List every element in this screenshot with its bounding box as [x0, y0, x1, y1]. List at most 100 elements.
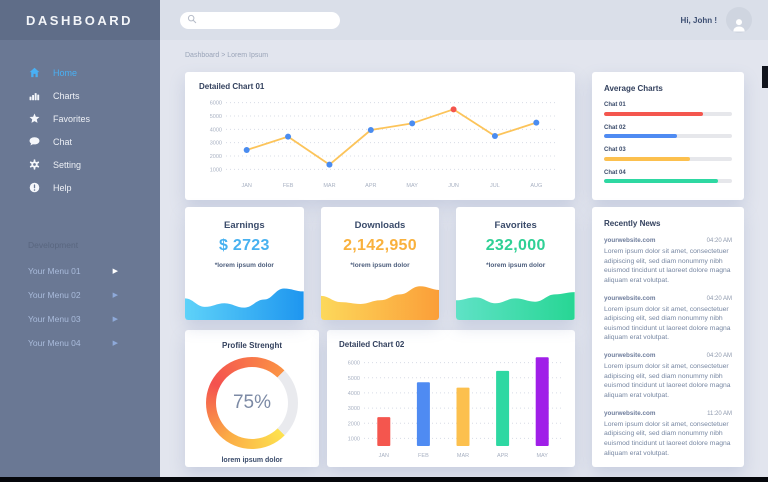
- stat-card-favorites: Favorites 232,000 *lorem ipsum dolor: [456, 207, 576, 320]
- sidebar-item-home[interactable]: Home: [0, 61, 160, 84]
- news-timestamp: 04:20 AM: [706, 238, 732, 244]
- svg-text:4000: 4000: [210, 127, 222, 133]
- svg-text:FEB: FEB: [283, 183, 294, 189]
- chart02-title: Detailed Chart 02: [339, 340, 405, 349]
- dev-menu-item-2[interactable]: Your Menu 02 ▶: [0, 283, 160, 307]
- bar-chart: 1000 2000 3000 4000 5000 6000 JAN FEB MAR APR MAY: [339, 349, 567, 466]
- search-input[interactable]: [201, 15, 333, 25]
- news-body: Lorem ipsum dolor sit amet, consectetuer…: [604, 363, 731, 400]
- progress-fill: [604, 111, 703, 116]
- gear-icon: [28, 159, 40, 171]
- progress-list: Chat 01 Chat 02 Chat 03 Chat 04: [604, 102, 732, 183]
- donut-percent-label: 75%: [232, 392, 272, 413]
- svg-text:2000: 2000: [210, 154, 222, 160]
- progress-row-3: Chat 03: [604, 147, 732, 161]
- news-body: Lorem ipsum dolor sit amet, consectetuer…: [604, 248, 731, 284]
- svg-text:5000: 5000: [210, 114, 222, 120]
- news-source-link[interactable]: yourwebsite.com: [604, 294, 656, 302]
- sidebar: DASHBOARD Home Charts Favorites Chat Setting…: [0, 0, 160, 482]
- progress-fill: [604, 134, 677, 138]
- news-timestamp: 04:20 AM: [706, 295, 732, 302]
- avatar[interactable]: [726, 7, 752, 33]
- person-icon: [733, 19, 745, 32]
- progress-fill: [604, 179, 718, 183]
- chat-icon: [28, 136, 40, 148]
- average-charts-card: Average Charts Chat 01 Chat 02 Chat 03 Chat…: [592, 72, 744, 200]
- progress-track: [604, 111, 732, 116]
- news-item-4: yourwebsite.com 11:20 AM Lorem ipsum dolor…: [604, 410, 732, 459]
- svg-text:2000: 2000: [348, 421, 360, 427]
- home-icon: [28, 67, 40, 79]
- svg-text:6000: 6000: [210, 101, 222, 107]
- detailed-chart-01-card: Detailed Chart 01 1000 2000 3000 4000 5000 60…: [185, 72, 575, 200]
- app-title-bar: DASHBOARD: [0, 0, 160, 40]
- sidebar-item-label: Charts: [53, 90, 80, 101]
- news-source-link[interactable]: yourwebsite.com: [604, 409, 656, 417]
- stat-value: 2,142,950: [343, 237, 417, 254]
- news-item-2: yourwebsite.com 04:20 AM Lorem ipsum dolor…: [604, 295, 732, 344]
- svg-text:1000: 1000: [348, 436, 360, 442]
- dev-item-label: Your Menu 01: [28, 266, 81, 276]
- svg-text:AUG: AUG: [530, 183, 542, 189]
- stat-value: $ 2723: [218, 237, 270, 254]
- star-icon: [28, 113, 40, 125]
- sidebar-item-favorites[interactable]: Favorites: [0, 107, 160, 130]
- sidebar-nav: Home Charts Favorites Chat Setting Help: [0, 61, 160, 199]
- recently-news-card: Recently News yourwebsite.com 04:20 AM Lor…: [592, 207, 744, 467]
- svg-text:MAR: MAR: [457, 453, 469, 459]
- stat-card-earnings: Earnings $ 2723 *lorem ipsum dolor: [185, 207, 304, 320]
- search-box[interactable]: [180, 11, 340, 29]
- sidebar-item-charts[interactable]: Charts: [0, 84, 160, 107]
- chevron-right-icon: ▶: [112, 292, 118, 299]
- sidebar-dev-section: Development Your Menu 01 ▶ Your Menu 02 ▶ Yo…: [0, 240, 160, 355]
- sidebar-item-setting[interactable]: Setting: [0, 153, 160, 176]
- news-source-link[interactable]: yourwebsite.com: [604, 352, 656, 360]
- svg-text:1000: 1000: [210, 167, 222, 173]
- profile-strength-card: Profile Strenght 75% lorem ipsum dolor: [185, 330, 319, 467]
- sidebar-item-label: Setting: [53, 159, 82, 170]
- breadcrumb[interactable]: Dashboard > Lorem Ipsum: [185, 52, 269, 59]
- dev-item-label: Your Menu 02: [28, 290, 81, 300]
- sidebar-item-help[interactable]: Help: [0, 176, 160, 199]
- stat-card-downloads: Downloads 2,142,950 *lorem ipsum dolor: [320, 207, 440, 320]
- svg-text:FEB: FEB: [418, 453, 429, 459]
- stat-value: 232,000: [485, 237, 546, 254]
- help-icon: [28, 182, 40, 194]
- chevron-right-icon: ▶: [112, 268, 118, 275]
- svg-text:5000: 5000: [348, 376, 360, 382]
- dev-menu-item-4[interactable]: Your Menu 04 ▶: [0, 331, 160, 355]
- sidebar-item-chat[interactable]: Chat: [0, 130, 160, 153]
- news-item-3: yourwebsite.com 04:20 AM Lorem ipsum dolor…: [604, 352, 732, 401]
- dev-section-label: Development: [28, 240, 79, 250]
- news-item-1: yourwebsite.com 04:20 AM Lorem ipsum dolor…: [604, 237, 732, 286]
- news-timestamp: 11:20 AM: [707, 410, 732, 417]
- sparkline-chart: [185, 280, 304, 320]
- svg-text:JUL: JUL: [490, 183, 500, 189]
- news-source-link[interactable]: yourwebsite.com: [604, 237, 656, 244]
- svg-text:APR: APR: [365, 183, 376, 189]
- line-chart: 1000 2000 3000 4000 5000 6000 JAN FEB MAR APR MAY J…: [199, 91, 565, 193]
- progress-row-1: Chat 01: [604, 102, 732, 116]
- dev-menu-item-3[interactable]: Your Menu 03 ▶: [0, 307, 160, 331]
- stats-row: Earnings $ 2723 *lorem ipsum dolor Download…: [185, 207, 576, 320]
- search-icon: [187, 11, 197, 29]
- progress-row-4: Chat 04: [604, 170, 732, 183]
- progress-track: [604, 134, 732, 138]
- sidebar-item-label: Help: [53, 182, 72, 193]
- news-timestamp: 04:20 AM: [706, 353, 732, 360]
- main-content: Dashboard > Lorem Ipsum Detailed Chart 0…: [160, 40, 768, 482]
- screen-bottom-edge: [0, 477, 768, 482]
- svg-text:JUN: JUN: [448, 183, 459, 189]
- user-area: Hi, John !: [681, 7, 752, 33]
- svg-text:3000: 3000: [210, 141, 222, 147]
- progress-label: Chat 02: [604, 124, 626, 131]
- dev-menu-item-1[interactable]: Your Menu 01 ▶: [0, 259, 160, 283]
- progress-label: Chat 01: [604, 102, 626, 108]
- progress-row-2: Chat 02: [604, 124, 732, 138]
- topbar: Hi, John !: [160, 0, 768, 40]
- progress-track: [604, 179, 732, 183]
- sidebar-item-label: Chat: [53, 136, 73, 147]
- chevron-right-icon: ▶: [112, 316, 118, 323]
- svg-text:3000: 3000: [348, 406, 360, 412]
